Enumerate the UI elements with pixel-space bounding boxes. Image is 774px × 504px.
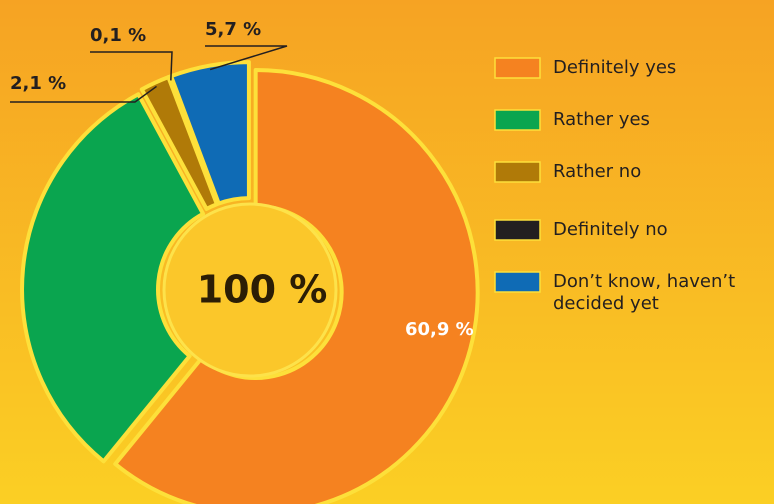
center-label: 100 % bbox=[197, 268, 328, 312]
legend-label: Rather yes bbox=[553, 109, 650, 130]
value-label: 60,9 % bbox=[405, 319, 474, 340]
slice bbox=[20, 92, 206, 464]
donut-hole bbox=[162, 202, 338, 378]
legend-swatch bbox=[494, 57, 541, 79]
leader-line bbox=[90, 51, 173, 81]
slice bbox=[113, 68, 480, 504]
leader-line bbox=[10, 85, 157, 103]
legend-swatch bbox=[494, 109, 541, 131]
legend-swatch bbox=[494, 219, 541, 241]
leader-line bbox=[205, 45, 288, 71]
legend-label: Don’t know, haven’t decided yet bbox=[553, 271, 735, 314]
legend-label: Definitely no bbox=[553, 219, 668, 240]
slice bbox=[169, 60, 251, 206]
legend-label: Definitely yes bbox=[553, 57, 676, 78]
value-label: 0,1 % bbox=[90, 25, 146, 46]
value-label: 2,1 % bbox=[10, 73, 66, 94]
legend-swatch bbox=[494, 271, 541, 293]
legend-swatch bbox=[494, 161, 541, 183]
legend-label: Rather no bbox=[553, 161, 641, 182]
value-label: 5,7 % bbox=[205, 19, 261, 40]
